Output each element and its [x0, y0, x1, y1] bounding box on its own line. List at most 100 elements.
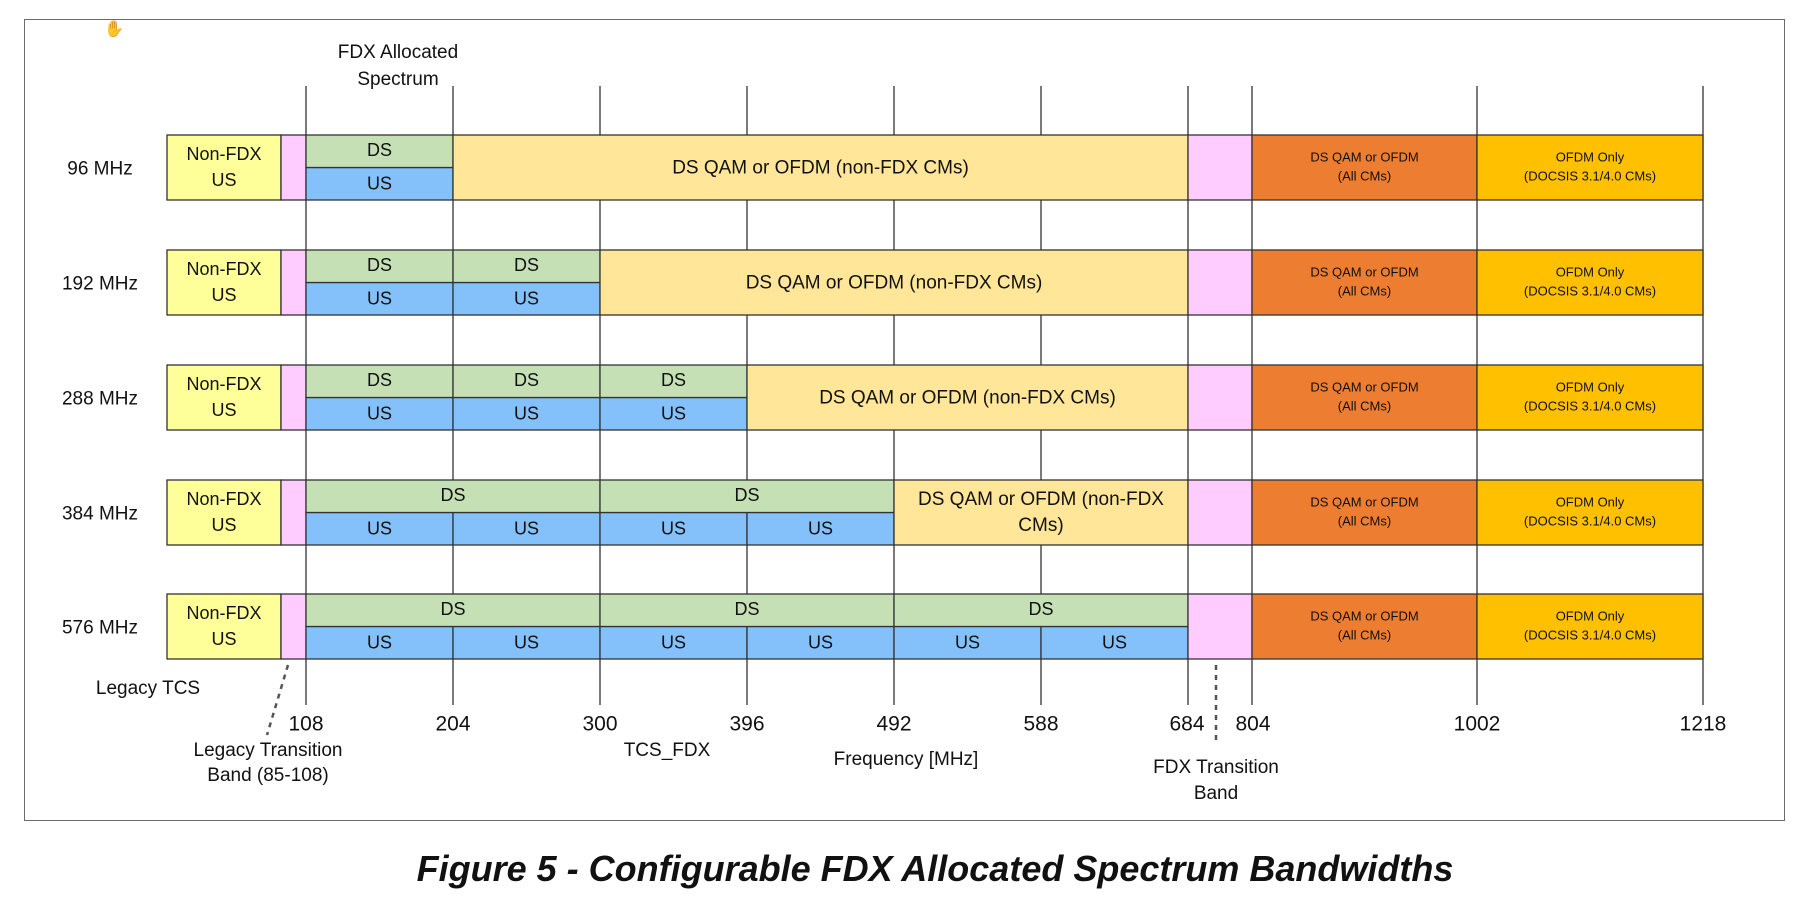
ofdm-only-block — [1476, 134, 1704, 201]
us-block — [305, 396, 454, 431]
ds-qam-all-label: (All CMs) — [1338, 283, 1391, 298]
fdx-allocated-label: Spectrum — [357, 69, 438, 90]
ofdm-only-label: OFDM Only — [1556, 264, 1625, 279]
us-block — [746, 625, 895, 660]
ofdm-only-label: OFDM Only — [1556, 494, 1625, 509]
us-block — [1040, 625, 1189, 660]
non-fdx-us-block — [166, 593, 282, 660]
tick-label: 804 — [1235, 713, 1270, 736]
tick-label: 396 — [729, 713, 764, 736]
ds-qam-all-block — [1251, 593, 1478, 660]
fdx-transition-label: FDX Transition — [1153, 757, 1279, 778]
us-block-label: US — [661, 403, 686, 423]
us-block — [305, 281, 454, 316]
tick-label: 684 — [1169, 713, 1204, 736]
ds-qam-non-fdx-label: DS QAM or OFDM (non-FDX — [918, 489, 1164, 510]
legacy-transition-block — [280, 134, 307, 201]
us-block-label: US — [661, 518, 686, 538]
fdx-transition-block — [1187, 593, 1253, 660]
ofdm-only-label: OFDM Only — [1556, 379, 1625, 394]
ds-block — [305, 134, 454, 169]
ofdm-only-block — [1476, 364, 1704, 431]
ds-block — [305, 249, 454, 284]
ds-qam-non-fdx-label: DS QAM or OFDM (non-FDX CMs) — [819, 388, 1116, 409]
tick-label: 492 — [876, 713, 911, 736]
ds-block-label: DS — [734, 599, 759, 619]
bandwidth-label: 192 MHz — [62, 274, 138, 295]
ds-qam-all-label: (All CMs) — [1338, 513, 1391, 528]
us-block-label: US — [367, 173, 392, 193]
tcs-fdx-label: TCS_FDX — [624, 740, 711, 761]
legacy-transition-block — [280, 249, 307, 316]
us-block-label: US — [514, 288, 539, 308]
ofdm-only-block — [1476, 479, 1704, 546]
ds-block — [305, 593, 601, 628]
ds-block — [305, 364, 454, 399]
us-block-label: US — [808, 518, 833, 538]
non-fdx-us-label: Non-FDX — [186, 603, 261, 623]
legacy-transition-label: Band (85-108) — [207, 765, 328, 786]
fdx-allocated-label: FDX Allocated — [338, 42, 458, 63]
us-block-label: US — [1102, 632, 1127, 652]
legacy-transition-block — [280, 364, 307, 431]
tick-label: 588 — [1023, 713, 1058, 736]
non-fdx-us-label: Non-FDX — [186, 144, 261, 164]
us-block — [452, 511, 601, 546]
ds-block-label: DS — [514, 255, 539, 275]
ds-qam-non-fdx-label: DS QAM or OFDM (non-FDX CMs) — [672, 158, 969, 179]
us-block — [599, 511, 748, 546]
ofdm-only-block — [1476, 249, 1704, 316]
ds-qam-non-fdx-block — [599, 249, 1189, 316]
ds-qam-all-label: DS QAM or OFDM — [1310, 149, 1418, 164]
ds-block-label: DS — [1028, 599, 1053, 619]
us-block-label: US — [955, 632, 980, 652]
legacy-transition-pointer — [265, 664, 290, 736]
ds-block-label: DS — [661, 370, 686, 390]
tick-label: 1002 — [1454, 713, 1501, 736]
us-block-label: US — [367, 518, 392, 538]
tick-label: 108 — [288, 713, 323, 736]
non-fdx-us-label: Non-FDX — [186, 489, 261, 509]
us-block-label: US — [367, 632, 392, 652]
tick-label: 1218 — [1680, 713, 1727, 736]
ds-block — [893, 593, 1189, 628]
ds-qam-all-block — [1251, 249, 1478, 316]
ofdm-only-label: OFDM Only — [1556, 608, 1625, 623]
ofdm-only-label: (DOCSIS 3.1/4.0 CMs) — [1524, 398, 1656, 413]
ds-qam-all-block — [1251, 364, 1478, 431]
ds-qam-all-label: DS QAM or OFDM — [1310, 264, 1418, 279]
ds-qam-all-label: (All CMs) — [1338, 627, 1391, 642]
us-block-label: US — [661, 632, 686, 652]
ds-qam-all-block — [1251, 134, 1478, 201]
bandwidth-label: 288 MHz — [62, 389, 138, 410]
ds-block-label: DS — [440, 485, 465, 505]
non-fdx-us-block — [166, 364, 282, 431]
fdx-transition-block — [1187, 249, 1253, 316]
ofdm-only-label: (DOCSIS 3.1/4.0 CMs) — [1524, 168, 1656, 183]
fdx-transition-block — [1187, 364, 1253, 431]
ds-block-label: DS — [367, 370, 392, 390]
ofdm-only-block — [1476, 593, 1704, 660]
ds-block-label: DS — [367, 140, 392, 160]
us-block-label: US — [808, 632, 833, 652]
ofdm-only-label: (DOCSIS 3.1/4.0 CMs) — [1524, 513, 1656, 528]
ds-qam-non-fdx-label: CMs) — [1018, 515, 1063, 536]
us-block-label: US — [367, 403, 392, 423]
non-fdx-us-block — [166, 479, 282, 546]
non-fdx-us-label: US — [211, 170, 236, 190]
ofdm-only-label: (DOCSIS 3.1/4.0 CMs) — [1524, 283, 1656, 298]
hand-cursor-icon: ✋ — [104, 19, 124, 38]
bandwidth-label: 384 MHz — [62, 504, 138, 525]
ds-qam-all-label: (All CMs) — [1338, 168, 1391, 183]
ds-block — [599, 479, 895, 514]
legacy-transition-block — [280, 479, 307, 546]
non-fdx-us-label: US — [211, 515, 236, 535]
tick-label: 204 — [435, 713, 470, 736]
ds-block-label: DS — [514, 370, 539, 390]
us-block-label: US — [514, 518, 539, 538]
legacy-tcs-label: Legacy TCS — [96, 678, 200, 699]
ds-block — [452, 364, 601, 399]
us-block — [305, 625, 454, 660]
ds-qam-all-block — [1251, 479, 1478, 546]
